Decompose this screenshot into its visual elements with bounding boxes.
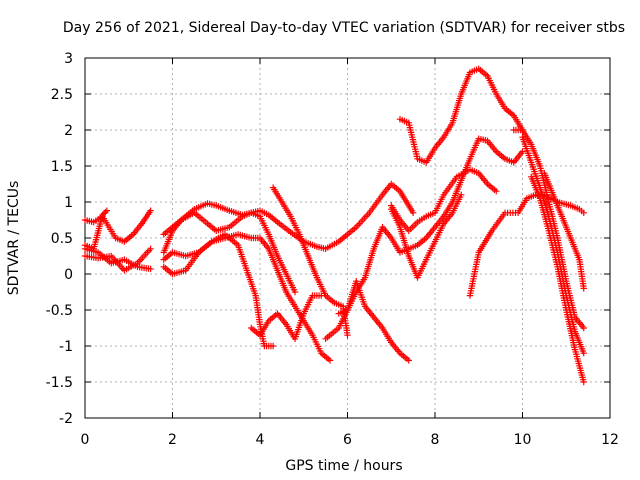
grid-lines [85, 58, 610, 418]
data-point-marker [409, 209, 417, 216]
series-track-16 [466, 191, 587, 299]
data-point-marker [103, 207, 111, 214]
y-tick-label: 2 [64, 123, 73, 139]
y-axis-title: SDTVAR / TECUs [6, 181, 22, 296]
series-track-12 [335, 278, 412, 364]
y-tick-label: -1.5 [46, 375, 73, 391]
data-point-marker [344, 332, 351, 339]
x-tick-label: 4 [256, 432, 265, 448]
x-tick-label: 0 [81, 432, 90, 448]
y-tick-label: 0.5 [51, 231, 73, 247]
y-tick-label: -1 [59, 339, 73, 355]
data-point-marker [147, 207, 154, 214]
series-track-4 [81, 245, 154, 274]
y-axis-ticks: -2 -1.5 -1 -0.5 0 0.5 1 1.5 2 2.5 3 [46, 51, 610, 427]
series-track-10 [248, 292, 325, 342]
data-point-marker [458, 191, 465, 198]
data-point-marker [405, 357, 412, 364]
y-tick-label: 1.5 [51, 159, 73, 175]
y-tick-label: 0 [64, 267, 73, 283]
data-point-marker [580, 209, 587, 216]
y-tick-label: -0.5 [46, 303, 73, 319]
data-point-marker [580, 285, 587, 292]
x-axis-ticks: 0 2 4 6 8 10 12 [81, 58, 619, 448]
y-tick-label: 3 [64, 51, 73, 67]
data-point-marker [580, 350, 587, 357]
x-tick-label: 10 [514, 432, 532, 448]
series-track-9 [269, 184, 351, 339]
series-track-6 [160, 209, 299, 296]
series-track-1 [81, 207, 154, 245]
series-track-14 [396, 65, 526, 166]
series-track-7 [160, 231, 277, 350]
series-track-20 [541, 170, 587, 292]
data-point-marker [147, 245, 154, 252]
data-point-marker [269, 342, 277, 350]
x-tick-label: 12 [601, 432, 619, 448]
y-tick-label: -2 [59, 411, 73, 427]
data-point-marker [493, 188, 500, 195]
data-point-marker [291, 288, 299, 296]
x-tick-label: 2 [168, 432, 177, 448]
data-point-marker [100, 210, 108, 217]
data-point-marker [326, 357, 334, 364]
series-track-2 [81, 207, 111, 252]
series-track-8 [160, 231, 334, 364]
data-point-marker [99, 211, 106, 219]
data-point-marker [580, 324, 587, 332]
series-track-15 [388, 191, 465, 281]
data-point-marker [147, 265, 154, 273]
data-point-marker [580, 378, 587, 386]
series-track-17 [510, 126, 587, 332]
data-points [81, 65, 587, 386]
y-tick-label: 2.5 [51, 87, 73, 103]
data-point-marker [519, 148, 526, 155]
series-track-13 [388, 166, 500, 234]
series-track-19 [528, 173, 587, 386]
data-point-marker [102, 208, 109, 216]
x-tick-label: 6 [343, 432, 352, 448]
data-point-marker [318, 292, 325, 299]
chart-title: Day 256 of 2021, Sidereal Day-to-day VTE… [63, 20, 625, 36]
x-tick-label: 8 [431, 432, 440, 448]
x-axis-title: GPS time / hours [285, 458, 402, 474]
y-tick-label: 1 [64, 195, 73, 211]
